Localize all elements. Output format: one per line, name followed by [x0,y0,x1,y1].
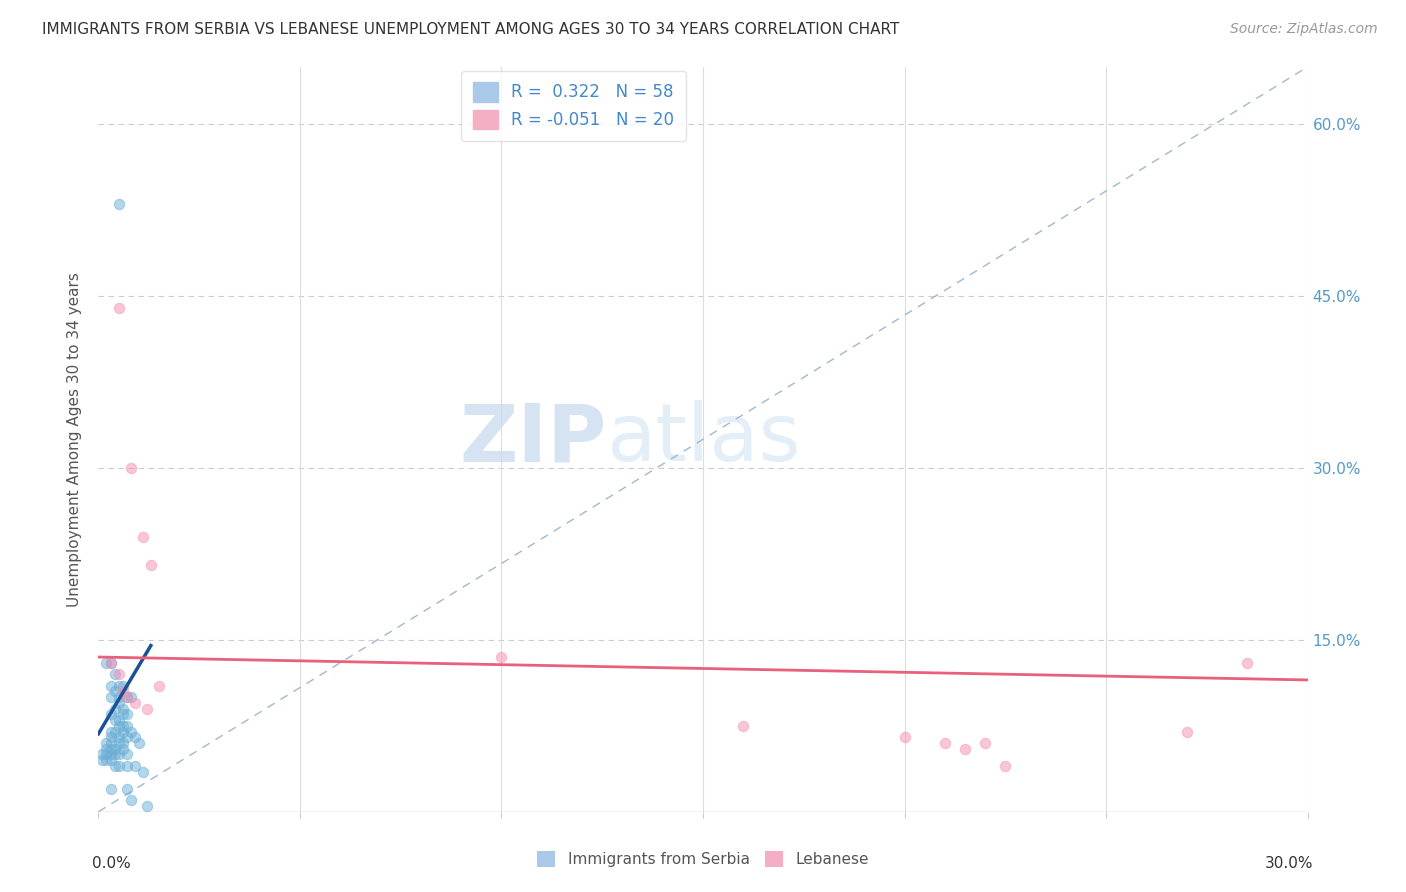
Point [103,741,125,756]
Point [893,730,915,744]
Point [107,719,129,733]
Point [120,793,142,807]
Point [111,684,134,698]
Point [115,719,138,733]
Point [107,747,129,762]
Point [100,656,122,670]
Point [120,724,142,739]
Point [115,690,138,705]
Point [107,759,129,773]
Point [103,713,125,727]
Point [111,736,134,750]
Text: ZIP: ZIP [458,401,606,478]
Legend: Immigrants from Serbia, Lebanese: Immigrants from Serbia, Lebanese [537,851,869,867]
Point [1175,724,1198,739]
Point [103,724,125,739]
Point [148,679,170,693]
Point [103,701,125,715]
Point [91,747,114,762]
Point [124,759,146,773]
Point [107,730,129,744]
Point [107,736,129,750]
Point [100,690,122,705]
Point [111,741,134,756]
Point [111,707,134,722]
Point [974,736,997,750]
Point [107,667,129,681]
Point [103,667,125,681]
Point [111,719,134,733]
Point [100,741,122,756]
Point [135,701,157,715]
Point [124,696,146,710]
Point [111,679,134,693]
Text: Source: ZipAtlas.com: Source: ZipAtlas.com [1230,22,1378,37]
Point [96,736,118,750]
Point [107,197,129,211]
Point [96,741,118,756]
Text: 0.0%: 0.0% [93,856,131,871]
Point [100,656,122,670]
Point [91,753,114,767]
Point [107,713,129,727]
Point [135,799,157,814]
Point [139,558,162,573]
Point [733,719,755,733]
Point [115,730,138,744]
Text: 30.0%: 30.0% [1265,856,1313,871]
Point [115,707,138,722]
Point [124,730,146,744]
Text: atlas: atlas [606,401,800,478]
Y-axis label: Unemployment Among Ages 30 to 34 years: Unemployment Among Ages 30 to 34 years [67,272,83,607]
Point [107,696,129,710]
Point [107,301,129,315]
Point [128,736,150,750]
Point [100,679,122,693]
Point [115,781,138,796]
Point [103,747,125,762]
Point [120,461,142,475]
Point [100,736,122,750]
Point [1236,656,1258,670]
Point [100,730,122,744]
Point [100,753,122,767]
Point [100,707,122,722]
Text: IMMIGRANTS FROM SERBIA VS LEBANESE UNEMPLOYMENT AMONG AGES 30 TO 34 YEARS CORREL: IMMIGRANTS FROM SERBIA VS LEBANESE UNEMP… [42,22,900,37]
Point [120,690,142,705]
Point [107,690,129,705]
Point [100,781,122,796]
Point [115,690,138,705]
Point [96,753,118,767]
Point [994,759,1017,773]
Point [96,656,118,670]
Point [100,724,122,739]
Point [111,724,134,739]
Point [103,759,125,773]
Point [491,650,513,665]
Point [132,530,155,544]
Point [934,736,956,750]
Point [111,701,134,715]
Point [107,679,129,693]
Point [96,747,118,762]
Point [953,741,976,756]
Point [103,684,125,698]
Point [115,747,138,762]
Point [100,747,122,762]
Point [115,759,138,773]
Point [132,764,155,779]
